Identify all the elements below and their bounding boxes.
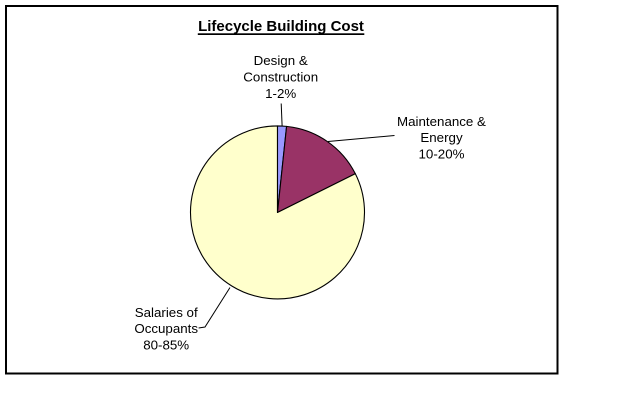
svg-text:1-2%: 1-2% [265,86,296,101]
svg-text:Lifecycle Building Cost: Lifecycle Building Cost [198,18,364,35]
svg-text:10-20%: 10-20% [419,147,465,162]
svg-text:Salaries of: Salaries of [135,305,198,320]
svg-text:Design &: Design & [254,53,308,68]
svg-text:Occupants: Occupants [134,321,198,336]
svg-text:Construction: Construction [243,70,318,85]
svg-text:Energy: Energy [420,130,463,145]
svg-text:80-85%: 80-85% [143,338,189,353]
svg-text:Maintenance &: Maintenance & [397,114,486,129]
